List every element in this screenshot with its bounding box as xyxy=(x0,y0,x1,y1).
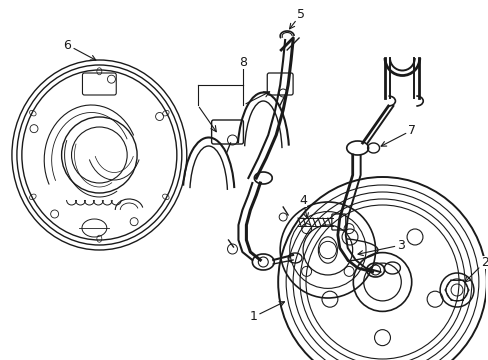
Text: 2: 2 xyxy=(464,256,488,282)
Text: 8: 8 xyxy=(239,55,247,68)
Text: 7: 7 xyxy=(380,123,415,146)
Text: 3: 3 xyxy=(357,239,405,256)
Text: 5: 5 xyxy=(289,8,305,29)
Text: 4: 4 xyxy=(299,194,308,218)
Text: 1: 1 xyxy=(249,302,284,324)
Text: 6: 6 xyxy=(63,39,96,60)
